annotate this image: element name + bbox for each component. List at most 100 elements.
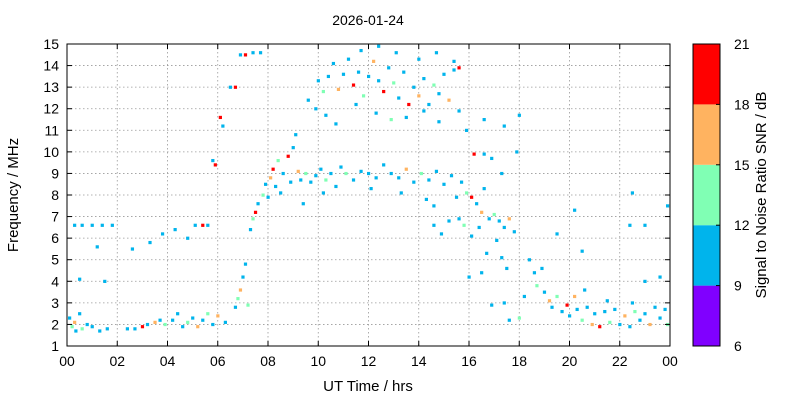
- data-point: [389, 118, 393, 122]
- colorbar-frame: [692, 43, 721, 347]
- data-point: [243, 262, 248, 266]
- x-tick-label: 16: [461, 353, 477, 369]
- data-point: [193, 223, 197, 227]
- data-point: [145, 322, 150, 327]
- data-point: [585, 305, 589, 309]
- data-point: [550, 305, 554, 309]
- data-point: [176, 312, 180, 316]
- data-point: [500, 171, 504, 176]
- data-point: [547, 299, 552, 303]
- colorbar: 6 9 12 15 18 21: [692, 36, 750, 354]
- data-point: [211, 158, 215, 163]
- data-point: [279, 191, 283, 195]
- data-point: [271, 167, 275, 171]
- data-point: [153, 320, 157, 324]
- data-point: [437, 120, 441, 124]
- data-point: [404, 115, 408, 120]
- y-axis-title: Frequency / MHz: [5, 138, 22, 252]
- data-point: [492, 212, 496, 217]
- data-point: [407, 102, 411, 107]
- data-point: [223, 320, 227, 324]
- colorbar-tick-label: 6: [734, 338, 742, 354]
- data-point: [477, 225, 481, 230]
- data-point: [296, 169, 300, 173]
- data-point: [160, 232, 165, 236]
- data-point: [490, 156, 494, 161]
- data-point: [555, 232, 559, 236]
- data-point: [274, 184, 278, 189]
- data-point: [351, 178, 356, 182]
- data-point: [100, 223, 104, 227]
- data-point: [605, 299, 609, 303]
- data-point: [389, 171, 393, 176]
- data-point: [294, 133, 298, 137]
- data-point: [361, 94, 366, 98]
- data-point: [417, 94, 421, 98]
- data-point: [80, 327, 84, 331]
- data-point: [73, 223, 77, 227]
- y-tick-label: 15: [43, 36, 59, 52]
- colorbar-segment: [693, 164, 720, 226]
- y-tick-label: 7: [51, 209, 59, 225]
- data-point: [351, 83, 356, 87]
- x-tick-label: 22: [612, 353, 628, 369]
- data-point: [356, 70, 361, 74]
- data-point: [331, 61, 336, 66]
- data-point: [372, 59, 376, 63]
- data-point: [590, 322, 594, 327]
- data-point: [258, 51, 263, 55]
- colorbar-segment: [693, 104, 720, 165]
- data-point: [457, 66, 461, 70]
- y-tick-label: 12: [43, 101, 59, 117]
- data-point: [394, 51, 398, 55]
- data-point: [568, 314, 572, 318]
- data-point: [532, 271, 537, 275]
- y-tick-label: 4: [51, 273, 59, 289]
- data-point: [354, 102, 358, 107]
- data-point: [472, 152, 476, 156]
- data-point: [276, 158, 280, 163]
- data-point: [399, 191, 403, 195]
- data-point: [206, 312, 210, 316]
- data-point: [542, 290, 547, 294]
- data-point: [442, 72, 446, 76]
- data-point: [70, 325, 74, 329]
- data-point: [412, 180, 416, 184]
- data-point: [73, 320, 77, 324]
- data-point: [618, 322, 622, 327]
- data-point: [424, 197, 428, 202]
- data-point: [437, 92, 441, 96]
- data-point: [269, 176, 273, 180]
- data-point: [392, 81, 396, 85]
- data-point: [573, 294, 577, 299]
- data-point: [148, 240, 152, 245]
- data-point: [482, 118, 486, 122]
- data-point: [402, 70, 406, 74]
- data-point: [238, 53, 243, 57]
- data-point: [321, 191, 325, 195]
- data-point: [500, 256, 504, 260]
- colorbar-segment: [693, 44, 720, 105]
- data-point: [485, 251, 489, 255]
- data-point: [326, 74, 330, 79]
- data-point: [497, 219, 501, 223]
- data-point: [467, 275, 471, 279]
- data-point: [583, 288, 587, 292]
- data-point: [630, 301, 635, 305]
- data-point: [452, 68, 456, 72]
- data-point: [643, 223, 647, 227]
- data-point: [316, 79, 320, 83]
- data-point: [334, 122, 338, 126]
- data-point: [628, 223, 632, 227]
- data-point: [191, 316, 195, 320]
- data-point: [580, 249, 584, 253]
- data-point: [487, 217, 491, 221]
- data-point: [359, 169, 363, 173]
- data-point: [470, 234, 474, 238]
- data-point: [573, 208, 577, 212]
- data-point: [432, 204, 436, 208]
- data-point: [246, 303, 250, 307]
- data-point: [434, 169, 439, 173]
- data-point: [480, 271, 484, 275]
- data-point: [367, 74, 371, 79]
